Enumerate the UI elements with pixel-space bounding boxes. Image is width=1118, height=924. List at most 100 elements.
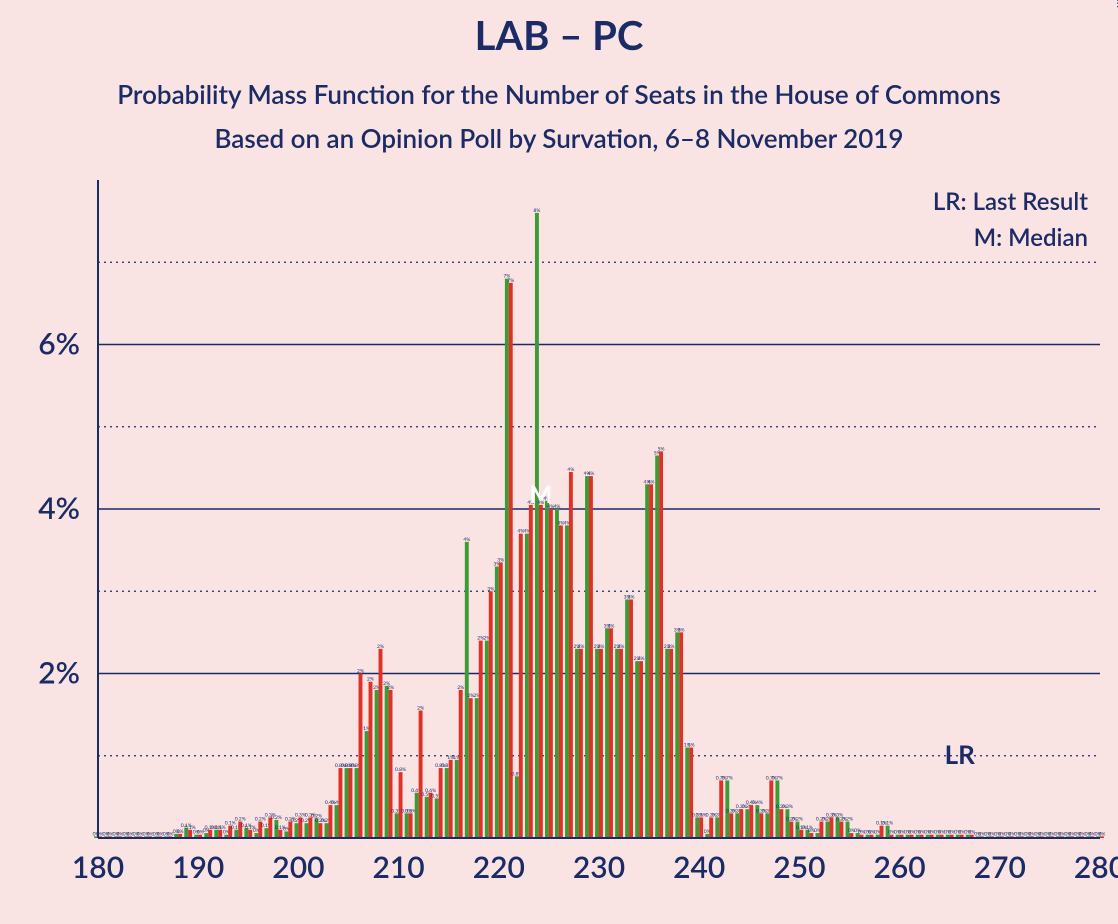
bar-label: 4% [567, 467, 574, 473]
bar-red [509, 283, 513, 838]
bar-red [569, 472, 573, 838]
bar-red [519, 534, 523, 838]
bar-red [549, 509, 553, 838]
xtick-label: 200 [272, 849, 324, 885]
bar-red [399, 772, 403, 838]
bar-green [355, 768, 359, 838]
bar-red [559, 525, 563, 838]
bar-red [839, 822, 843, 838]
bar-green [715, 817, 719, 838]
bar-label: 3% [608, 623, 615, 629]
ytick-label: 6% [38, 326, 80, 362]
bar-label: 2% [618, 644, 625, 650]
bar-green [785, 809, 789, 838]
bar-red [218, 830, 222, 838]
bar-green [735, 813, 739, 838]
bar-red [359, 674, 363, 839]
bar-red [278, 830, 282, 838]
bar-label: 3% [678, 627, 685, 633]
bar-green [675, 632, 679, 838]
bar-red [759, 813, 763, 838]
bar-green [685, 748, 689, 838]
bar-label: 5% [658, 446, 665, 452]
bar-label: 8% [533, 208, 540, 214]
bar-red [659, 451, 663, 838]
bar-green [465, 542, 469, 838]
median-marker: M [530, 480, 553, 509]
last-result-marker: LR [945, 738, 976, 770]
bar-green [765, 813, 769, 838]
bar-red [349, 768, 353, 838]
bar-label: 0.3% [405, 808, 416, 814]
bar-label: 0.7% [772, 775, 783, 781]
bar-red [819, 822, 823, 838]
bar-red [739, 809, 743, 838]
bar-label: 0.2% [235, 817, 246, 823]
bar-green [455, 760, 459, 838]
bar-label: 4% [648, 479, 655, 485]
bar-red [829, 817, 833, 838]
bar-label: 0.1% [882, 821, 893, 827]
bar-label: 0.2% [271, 815, 282, 821]
bar-label: 0.3% [782, 804, 793, 810]
bar-label: 2% [457, 685, 464, 691]
bar-label: 7% [507, 278, 514, 284]
bar-red [649, 484, 653, 838]
bar-red [469, 698, 473, 838]
legend-item: M: Median [974, 223, 1088, 252]
bar-green [214, 830, 218, 838]
bar-green [495, 567, 499, 838]
bar-red [369, 682, 373, 838]
bar-red [880, 826, 884, 838]
bar-green [294, 823, 298, 838]
bar-green [665, 649, 669, 838]
bar-green [405, 813, 409, 838]
bar-label: 0% [1098, 831, 1105, 837]
bar-green [555, 509, 559, 838]
legend-item: LR: Last Result [933, 187, 1088, 216]
bar-red [338, 768, 342, 838]
bar-green [445, 768, 449, 838]
bar-green [425, 797, 429, 838]
bar-label: 0.2% [842, 817, 853, 823]
bar-red [208, 830, 212, 838]
bar-label: 2% [377, 644, 384, 650]
bar-red [719, 780, 723, 838]
bar-green [625, 599, 629, 838]
bar-green [475, 698, 479, 838]
bar-label: 3% [497, 557, 504, 563]
bar-green [485, 641, 489, 838]
bar-green [615, 649, 619, 838]
bar-red [328, 805, 332, 838]
bar-red [709, 817, 713, 838]
bar-red [689, 748, 693, 838]
bar-label: 0.2% [792, 817, 803, 823]
bar-green [375, 690, 379, 838]
bar-green [505, 279, 509, 838]
xtick-label: 190 [172, 849, 224, 885]
bar-red [639, 661, 643, 838]
bar-red [619, 649, 623, 838]
bar-green [525, 534, 529, 838]
bar-green [635, 661, 639, 838]
bar-label: 0% [177, 829, 184, 835]
bar-red [489, 591, 493, 838]
bar-label: 4% [587, 471, 594, 477]
bar-red [529, 505, 533, 838]
copyright-text: © 2019 Filip van Laenen [1114, 0, 1118, 8]
bar-red [459, 690, 463, 838]
bar-green [826, 822, 830, 838]
bar-red [439, 768, 443, 838]
bar-red [419, 711, 423, 838]
ytick-label: 4% [38, 490, 80, 526]
bar-red [779, 809, 783, 838]
bar-green [325, 823, 329, 838]
bar-red [308, 817, 312, 838]
bar-green [545, 501, 549, 838]
bar-red [699, 817, 703, 838]
xtick-label: 180 [72, 849, 124, 885]
bar-label: 2% [597, 644, 604, 650]
bar-green [565, 525, 569, 838]
bar-green [535, 213, 539, 838]
xtick-label: 230 [573, 849, 625, 885]
